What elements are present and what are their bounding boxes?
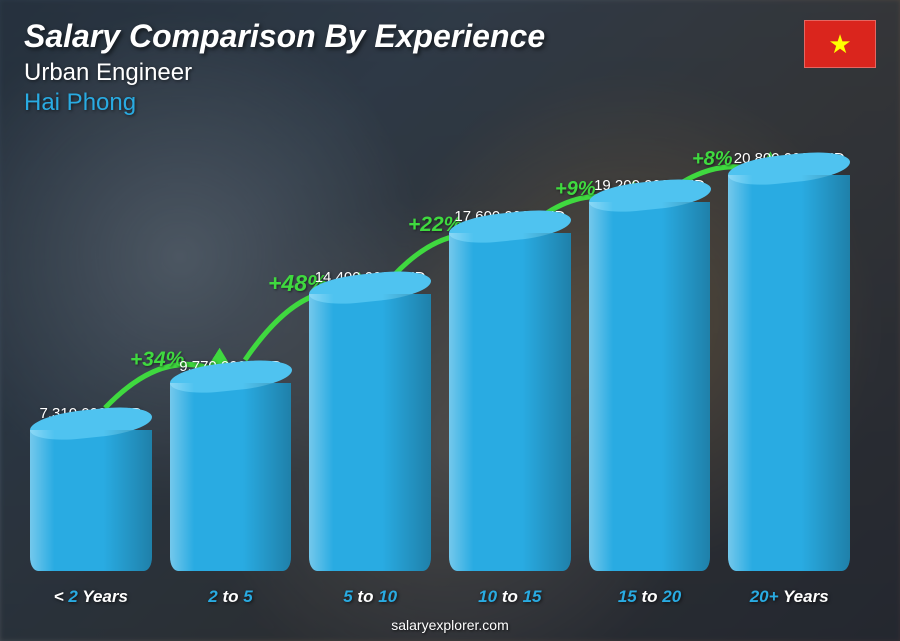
bars-row: 7,310,000 VND9,770,000 VND14,400,000 VND… xyxy=(30,150,850,571)
footer-source: salaryexplorer.com xyxy=(0,617,900,633)
header: Salary Comparison By Experience Urban En… xyxy=(24,18,545,117)
bar-4: 19,200,000 VND xyxy=(589,150,711,571)
bar-3: 17,600,000 VND xyxy=(449,150,571,571)
x-label-4: 15 to 20 xyxy=(589,587,711,607)
x-label-3: 10 to 15 xyxy=(449,587,571,607)
chart-title: Salary Comparison By Experience xyxy=(24,18,545,55)
x-label-5: 20+ Years xyxy=(728,587,850,607)
chart-subtitle: Urban Engineer xyxy=(24,59,545,87)
x-axis-labels: < 2 Years 2 to 5 5 to 10 10 to 15 15 to 20 20… xyxy=(30,587,850,607)
bar-chart: +34% +48% +22% +9% +8% 7,310,000 VND9,77… xyxy=(30,150,850,571)
x-label-2: 5 to 10 xyxy=(309,587,431,607)
bar-body xyxy=(30,430,152,571)
chart-location: Hai Phong xyxy=(24,89,545,117)
bar-body xyxy=(589,202,711,571)
bar-2: 14,400,000 VND xyxy=(309,150,431,571)
x-label-1: 2 to 5 xyxy=(170,587,292,607)
infographic-container: Salary Comparison By Experience Urban En… xyxy=(0,0,900,641)
bar-5: 20,800,000 VND xyxy=(728,150,850,571)
flag-vietnam: ★ xyxy=(804,20,876,68)
bar-body xyxy=(728,175,850,571)
x-label-0: < 2 Years xyxy=(30,587,152,607)
bar-0: 7,310,000 VND xyxy=(30,150,152,571)
bar-body xyxy=(449,233,571,571)
bar-body xyxy=(170,383,292,571)
flag-star-icon: ★ xyxy=(828,31,851,57)
bar-body xyxy=(309,294,431,571)
bar-1: 9,770,000 VND xyxy=(170,150,292,571)
